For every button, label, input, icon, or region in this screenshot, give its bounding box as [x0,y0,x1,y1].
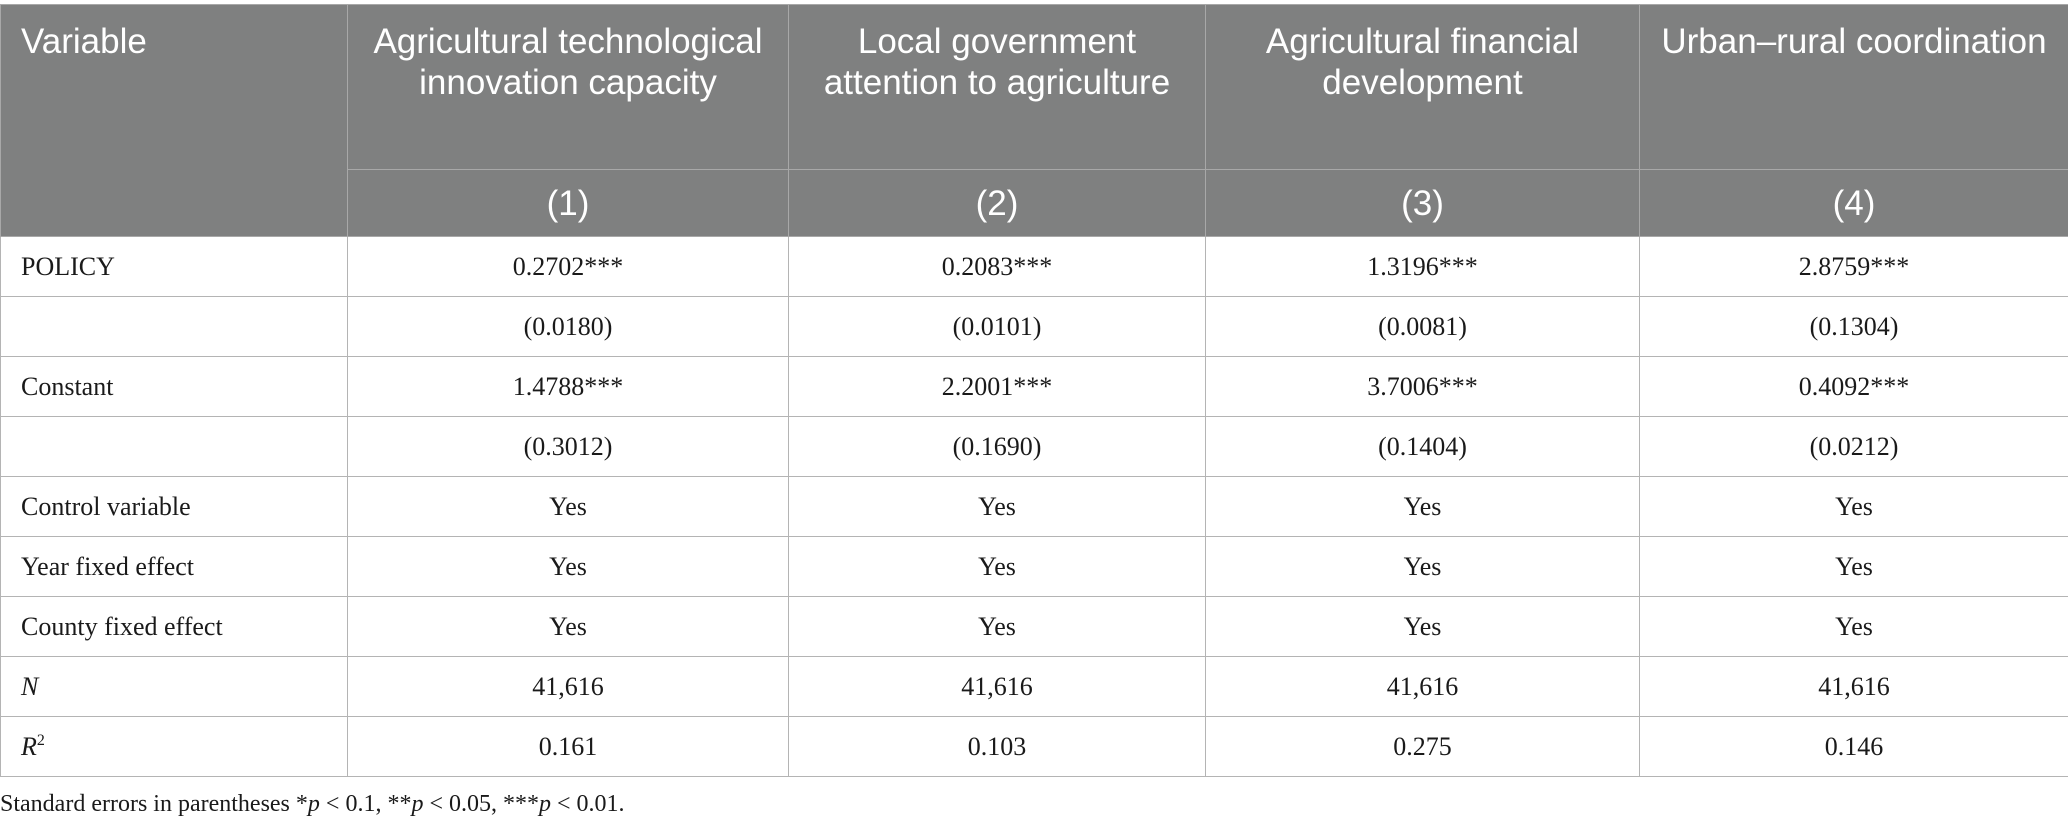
table-cell: 0.4092*** [1639,356,2068,417]
table-cell: Yes [1639,536,2068,597]
table-row: N 41,616 41,616 41,616 41,616 [0,656,2068,717]
footnote-t2: < 0.05, *** [423,791,539,817]
table-cell: Yes [347,476,789,537]
table-cell: Yes [347,536,789,597]
table-row: (0.0180) (0.0101) (0.0081) (0.1304) [0,296,2068,357]
table-row: POLICY 0.2702*** 0.2083*** 1.3196*** 2.8… [0,236,2068,297]
header-model-2: (2) [788,169,1206,237]
header-group-2: Local government attention to agricultur… [788,4,1206,170]
header-row-model-numbers: (1) (2) (3) (4) [1,169,2068,237]
table-row: County fixed effect Yes Yes Yes Yes [0,596,2068,657]
table-cell: 1.3196*** [1205,236,1640,297]
row-label-empty [0,416,348,477]
footnote-t3: < 0.01. [551,791,625,817]
table-cell: Yes [1639,596,2068,657]
row-label-r-squared: R2 [0,716,348,777]
table-cell: 41,616 [788,656,1206,717]
table-cell: (0.1404) [1205,416,1640,477]
table-cell: 41,616 [1205,656,1640,717]
header-row-groups: Variable Agricultural technological inno… [0,4,2068,237]
header-group-1: Agricultural technological innovation ca… [347,4,789,170]
table-cell: (0.1304) [1639,296,2068,357]
footnote-prefix: Standard errors in parentheses * [0,791,308,817]
footnote-p2: p [411,791,424,817]
table-cell: (0.0081) [1205,296,1640,357]
regression-table: Variable Agricultural technological inno… [0,4,2068,777]
table-cell: Yes [788,536,1206,597]
table-cell: (0.3012) [347,416,789,477]
table-cell: (0.1690) [788,416,1206,477]
footnote-t1: < 0.1, ** [319,791,412,817]
header-group-3: Agricultural financial development [1205,4,1640,170]
footnote-p1: p [307,791,320,817]
header-model-4: (4) [1639,169,2068,237]
table-row: Control variable Yes Yes Yes Yes [0,476,2068,537]
table-body: POLICY 0.2702*** 0.2083*** 1.3196*** 2.8… [0,236,2068,777]
table-cell: 0.275 [1205,716,1640,777]
regression-table-container: Variable Agricultural technological inno… [0,4,2068,777]
table-cell: 0.103 [788,716,1206,777]
table-cell: 0.2702*** [347,236,789,297]
table-cell: Yes [1205,596,1640,657]
table-row: (0.3012) (0.1690) (0.1404) (0.0212) [0,416,2068,477]
table-cell: 0.2083*** [788,236,1206,297]
table-row: Year fixed effect Yes Yes Yes Yes [0,536,2068,597]
table-cell: (0.0180) [347,296,789,357]
footnote-p3: p [539,791,551,817]
table-cell: 41,616 [1639,656,2068,717]
table-cell: 2.2001*** [788,356,1206,417]
table-cell: Yes [1639,476,2068,537]
header-variable: Variable [0,4,348,237]
table-footnote: Standard errors in parentheses *p < 0.1,… [0,791,625,818]
table-cell: Yes [788,476,1206,537]
header-model-3: (3) [1205,169,1640,237]
table-cell: 41,616 [347,656,789,717]
table-cell: 1.4788*** [347,356,789,417]
header-group-4: Urban–rural coordination [1639,4,2068,170]
row-label-empty [0,296,348,357]
header-model-1: (1) [347,169,789,237]
row-label-control-variable: Control variable [0,476,348,537]
r-squared-base: R [21,731,37,761]
table-cell: (0.0101) [788,296,1206,357]
table-cell: Yes [347,596,789,657]
table-cell: Yes [788,596,1206,657]
row-label-n: N [0,656,348,717]
table-cell: 0.146 [1639,716,2068,777]
table-cell: 0.161 [347,716,789,777]
table-cell: Yes [1205,536,1640,597]
row-label-county-fixed-effect: County fixed effect [0,596,348,657]
table-header: Variable Agricultural technological inno… [0,4,2068,237]
r-squared-superscript: 2 [36,731,45,749]
table-row: R2 0.161 0.103 0.275 0.146 [0,716,2068,777]
table-cell: Yes [1205,476,1640,537]
table-cell: 2.8759*** [1639,236,2068,297]
table-cell: (0.0212) [1639,416,2068,477]
table-row: Constant 1.4788*** 2.2001*** 3.7006*** 0… [0,356,2068,417]
row-label-constant: Constant [0,356,348,417]
table-cell: 3.7006*** [1205,356,1640,417]
row-label-policy: POLICY [0,236,348,297]
row-label-year-fixed-effect: Year fixed effect [0,536,348,597]
